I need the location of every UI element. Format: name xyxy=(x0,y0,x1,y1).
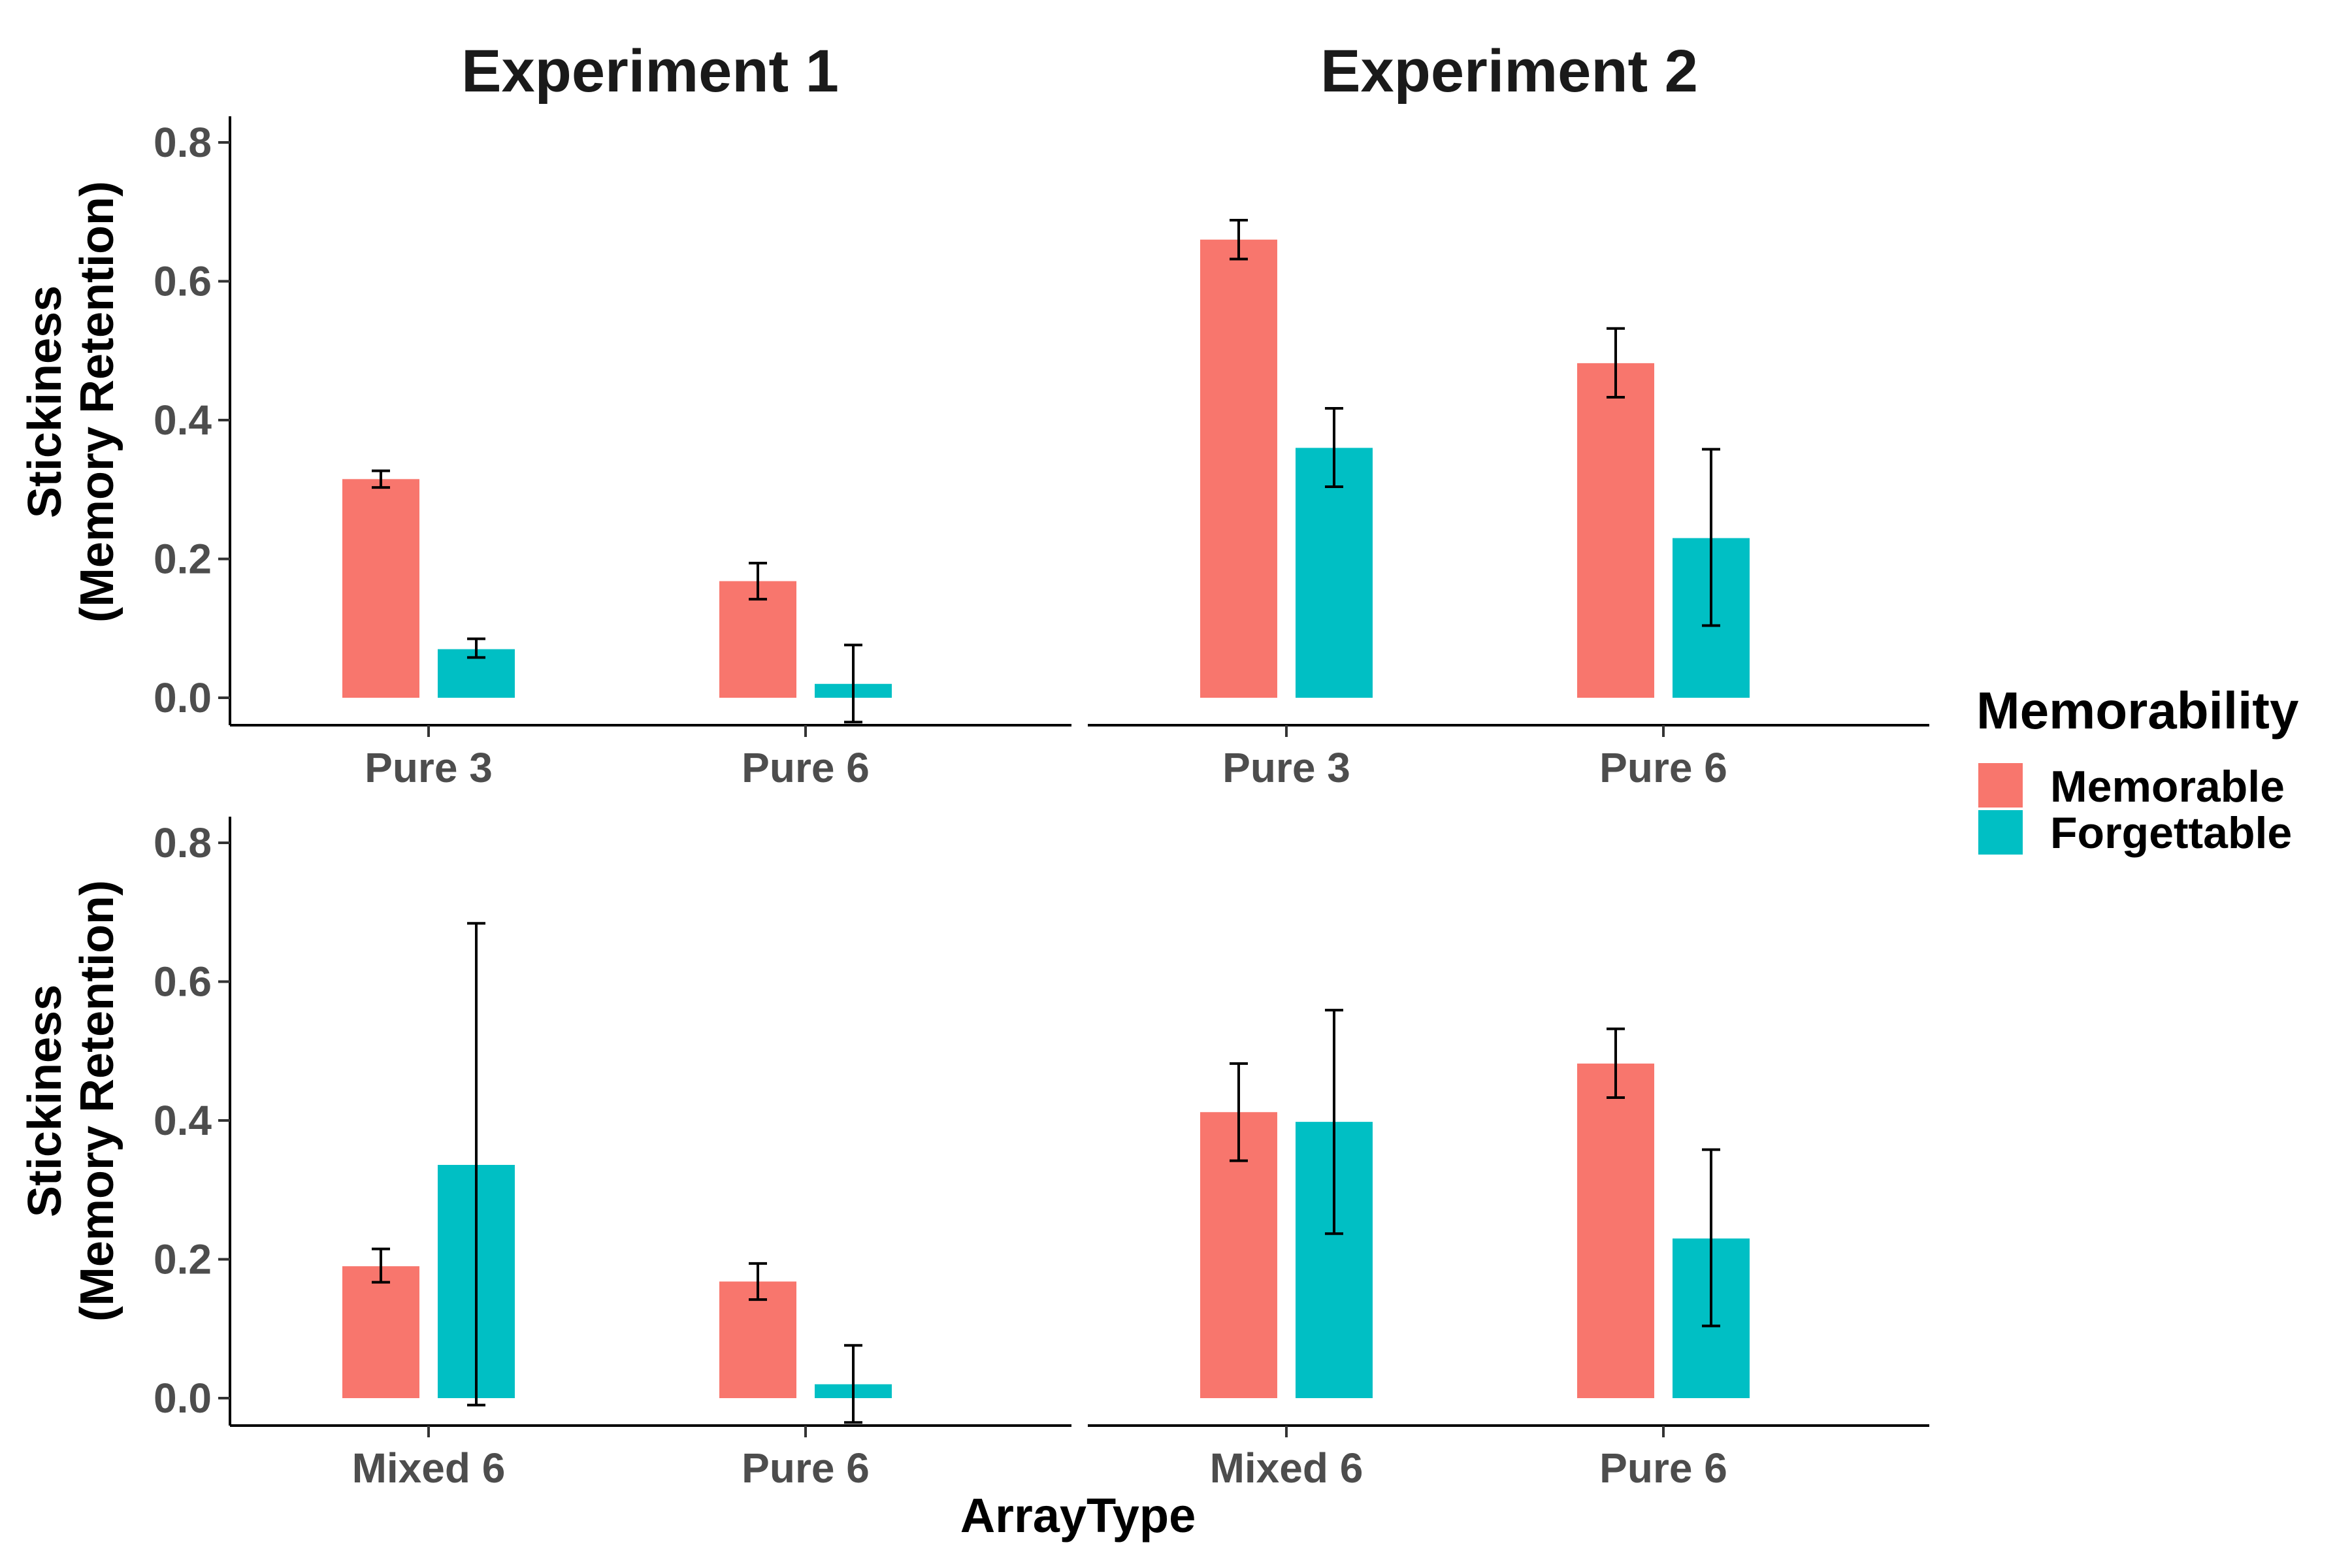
bar-forgettable-pure-3 xyxy=(1295,448,1373,698)
y-axis-label-line-2: (Memory Retention) xyxy=(71,181,123,623)
y-tick-label: 0.6 xyxy=(154,958,212,1005)
x-tick-label: Pure 3 xyxy=(365,744,493,791)
legend-label-forgettable: Forgettable xyxy=(2050,808,2292,858)
y-axis-label-line-2: (Memory Retention) xyxy=(71,880,123,1322)
bar-memorable-pure-6 xyxy=(1576,363,1654,698)
y-axis-label-bottom: Stickiness (Memory Retention) xyxy=(19,880,123,1322)
y-tick-label: 0.2 xyxy=(154,536,212,583)
bar-memorable-pure-6 xyxy=(719,1281,796,1398)
y-tick-label: 0.4 xyxy=(154,1097,212,1144)
x-tick-label: Pure 6 xyxy=(742,1445,870,1492)
y-tick-label: 0.6 xyxy=(154,258,212,305)
legend-swatch-forgettable xyxy=(1978,810,2023,855)
y-tick-label: 0.8 xyxy=(154,119,212,166)
x-tick-label: Pure 6 xyxy=(742,744,870,791)
column-title-experiment-1: Experiment 1 xyxy=(461,38,839,105)
y-axis-label-line-1: Stickiness xyxy=(19,286,71,518)
y-tick-label: 0.4 xyxy=(154,397,212,444)
legend-swatch-memorable xyxy=(1978,763,2023,808)
y-tick-label: 0.0 xyxy=(154,674,212,721)
panel-experiment-1-row-2: 0.0 0.2 0.4 0.6 0.8 Mixed 6 Pure 6 xyxy=(154,817,1071,1492)
x-tick-label: Pure 3 xyxy=(1222,744,1350,791)
bar-memorable-pure-6 xyxy=(719,581,796,698)
legend-label-memorable: Memorable xyxy=(2050,762,2285,811)
x-tick-label: Pure 6 xyxy=(1599,1445,1727,1492)
x-tick-label: Mixed 6 xyxy=(1210,1445,1364,1492)
bar-memorable-mixed-6 xyxy=(342,1266,419,1398)
y-axis-label-line-1: Stickiness xyxy=(19,985,71,1217)
panel-experiment-2-row-2: Mixed 6 Pure 6 xyxy=(1088,1009,1929,1492)
legend-title: Memorability xyxy=(1976,681,2299,740)
bar-memorable-pure-6 xyxy=(1576,1063,1654,1398)
panel-experiment-1-row-1: 0.0 0.2 0.4 0.6 0.8 Pure 3 Pure 6 xyxy=(154,116,1071,791)
y-tick-label: 0.2 xyxy=(154,1236,212,1283)
x-tick-label: Mixed 6 xyxy=(352,1445,506,1492)
y-tick-label: 0.8 xyxy=(154,819,212,866)
legend: Memorability Memorable Forgettable xyxy=(1976,681,2299,858)
x-tick-label: Pure 6 xyxy=(1599,744,1727,791)
column-title-experiment-2: Experiment 2 xyxy=(1320,38,1698,105)
x-axis-label: ArrayType xyxy=(960,1488,1196,1543)
panel-experiment-2-row-1: Pure 3 Pure 6 xyxy=(1088,219,1929,791)
bar-memorable-pure-3 xyxy=(342,479,419,698)
bar-memorable-pure-3 xyxy=(1200,239,1277,698)
y-axis-label-top: Stickiness (Memory Retention) xyxy=(19,181,123,623)
y-tick-label: 0.0 xyxy=(154,1375,212,1422)
